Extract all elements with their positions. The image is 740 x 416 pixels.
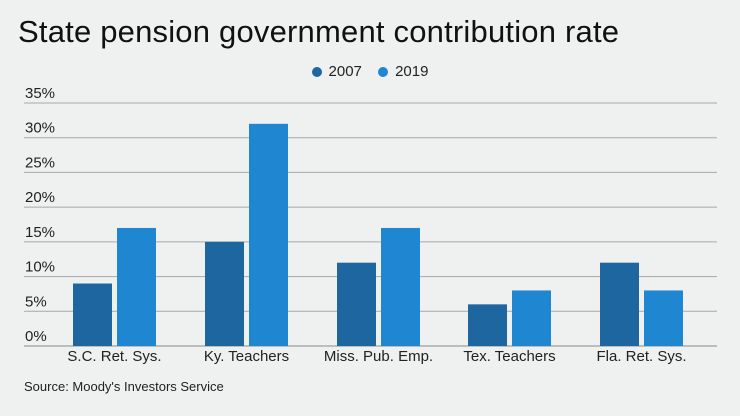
legend-label-2019: 2019 <box>395 63 429 80</box>
bar-2019-1 <box>249 123 288 346</box>
bar-2007-2 <box>337 262 376 346</box>
y-tick-label: 20% <box>25 189 55 206</box>
x-category-label: Miss. Pub. Emp. <box>324 348 433 365</box>
legend-label-2007: 2007 <box>328 63 362 80</box>
legend-item-2007: 2007 <box>311 63 362 80</box>
legend-swatch-2019 <box>378 66 389 77</box>
bar-2019-0 <box>117 227 156 346</box>
bar-2019-3 <box>512 290 551 346</box>
y-tick-label: 35% <box>25 85 55 102</box>
legend-swatch-2007 <box>311 66 322 77</box>
chart-title: State pension government contribution ra… <box>18 14 620 49</box>
x-category-label: Ky. Teachers <box>204 348 289 365</box>
y-tick-label: 15% <box>25 224 55 241</box>
bar-2019-2 <box>381 227 420 346</box>
bar-2019-4 <box>644 290 683 346</box>
bar-2007-3 <box>468 304 507 346</box>
x-category-label: Tex. Teachers <box>463 348 555 365</box>
legend-item-2019: 2019 <box>378 63 428 80</box>
legend: 2007 2019 <box>0 63 740 81</box>
y-tick-label: 5% <box>25 293 47 310</box>
x-category-label: Fla. Ret. Sys. <box>596 348 686 365</box>
y-tick-label: 25% <box>25 154 55 171</box>
y-tick-label: 10% <box>25 259 55 276</box>
y-tick-label: 30% <box>25 120 55 137</box>
bar-2007-1 <box>205 241 244 346</box>
source-note: Source: Moody's Investors Service <box>24 379 224 394</box>
x-category-label: S.C. Ret. Sys. <box>67 348 161 365</box>
y-tick-label: 0% <box>25 328 47 345</box>
bar-2007-4 <box>600 262 639 346</box>
bar-2007-0 <box>73 283 112 346</box>
